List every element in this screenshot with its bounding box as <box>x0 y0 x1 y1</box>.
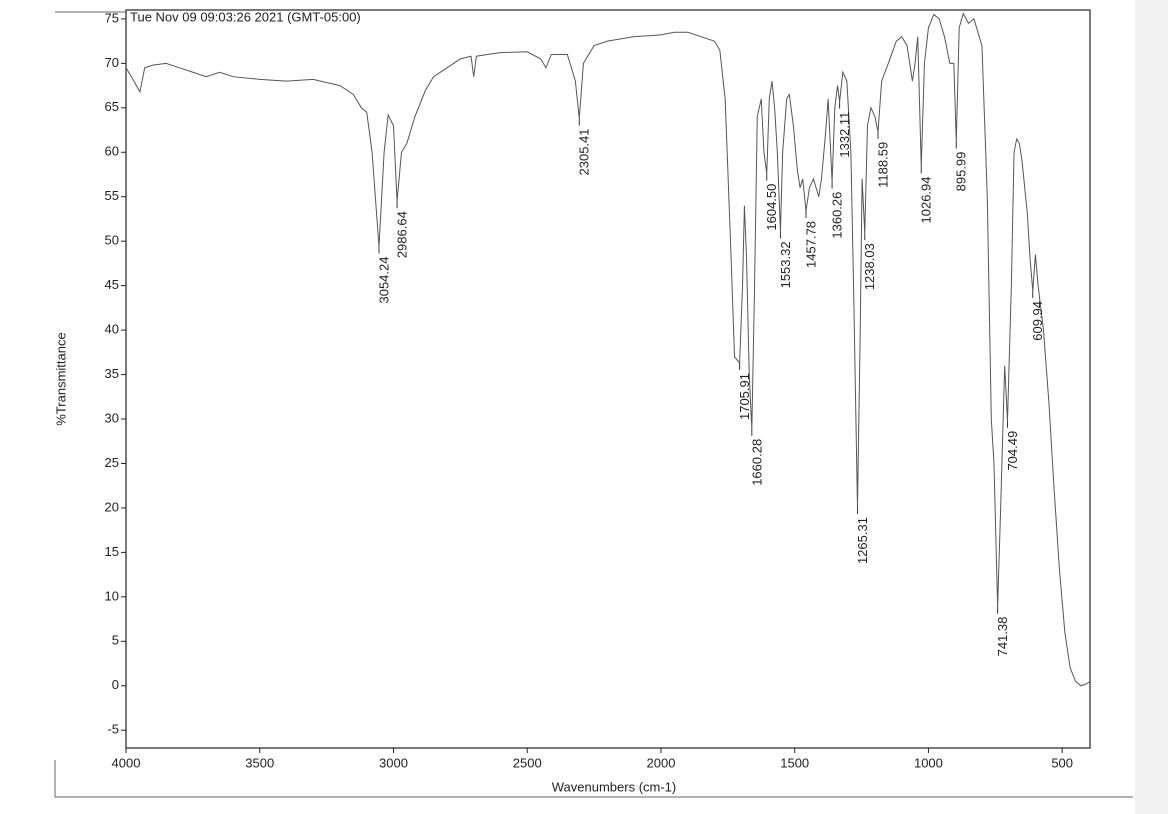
y-tick-label: -5 <box>107 722 119 737</box>
y-tick-label: 25 <box>105 455 119 470</box>
peak-label: 704.49 <box>1005 431 1020 471</box>
peak-label: 1332.11 <box>837 112 852 158</box>
y-tick-label: 35 <box>105 366 119 381</box>
peak-label: 741.38 <box>995 617 1010 657</box>
y-tick-label: 60 <box>105 144 119 159</box>
peak-label: 1026.94 <box>919 176 934 223</box>
x-tick-label: 500 <box>1051 755 1073 770</box>
peak-label: 2305.41 <box>577 128 592 175</box>
peak-label: 3054.24 <box>376 257 391 304</box>
x-axis-label: Wavenumbers (cm-1) <box>552 779 676 794</box>
y-tick-label: 70 <box>105 55 119 70</box>
peak-label: 1705.91 <box>737 373 752 420</box>
page <box>0 0 1135 814</box>
y-tick-label: 20 <box>105 499 119 514</box>
peak-label: 1188.59 <box>875 142 890 188</box>
y-tick-label: 45 <box>105 277 119 292</box>
y-tick-label: 0 <box>112 677 119 692</box>
peak-label: 1265.31 <box>855 517 870 564</box>
peak-label: 1238.03 <box>862 243 877 290</box>
x-tick-label: 3000 <box>379 755 408 770</box>
y-tick-label: 50 <box>105 233 119 248</box>
chart-title: Tue Nov 09 09:03:26 2021 (GMT-05:00) <box>130 9 361 24</box>
plot-frame <box>125 9 1091 749</box>
peak-label: 1360.26 <box>830 192 845 239</box>
peak-label: 1553.32 <box>778 241 793 288</box>
y-tick-label: 10 <box>105 588 119 603</box>
y-tick-label: 75 <box>105 10 119 25</box>
y-tick-label: 65 <box>105 99 119 114</box>
peak-label: 1457.78 <box>803 221 818 268</box>
x-tick-label: 2000 <box>647 755 676 770</box>
y-axis-label: %Transmittance <box>53 332 68 425</box>
y-tick-label: 40 <box>105 322 119 337</box>
peak-label: 609.94 <box>1030 301 1045 341</box>
peak-label: 2986.64 <box>394 211 409 258</box>
x-tick-label: 2500 <box>513 755 542 770</box>
x-tick-label: 1000 <box>914 755 943 770</box>
peak-label: 1660.28 <box>749 439 764 486</box>
x-tick-label: 4000 <box>112 755 141 770</box>
y-tick-label: 5 <box>112 633 119 648</box>
x-tick-label: 1500 <box>780 755 809 770</box>
x-tick-label: 3500 <box>245 755 274 770</box>
y-tick-label: 55 <box>105 188 119 203</box>
spectrum-line <box>125 12 1091 687</box>
peak-label: 1604.50 <box>764 184 779 231</box>
peak-label: 895.99 <box>954 152 969 192</box>
y-tick-label: 15 <box>105 544 119 559</box>
y-tick-label: 30 <box>105 410 119 425</box>
